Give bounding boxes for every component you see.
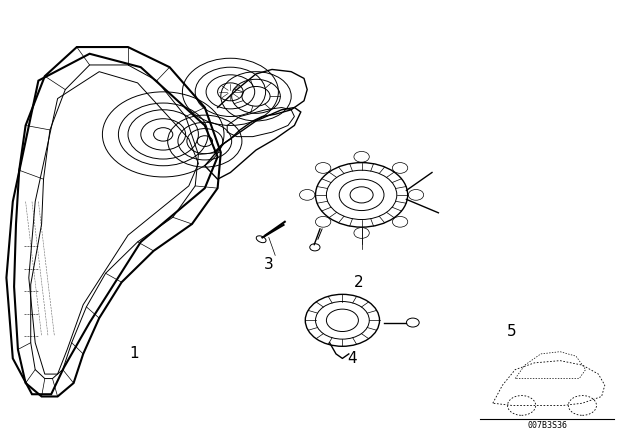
Text: 4: 4 [347,351,357,366]
Circle shape [406,318,419,327]
Ellipse shape [256,236,266,243]
Circle shape [310,244,320,251]
Text: 2: 2 [353,275,364,290]
Text: 5: 5 [507,324,517,339]
Text: 007B3S36: 007B3S36 [527,421,567,430]
Text: 1: 1 [129,346,140,362]
Text: 3: 3 [264,257,274,272]
